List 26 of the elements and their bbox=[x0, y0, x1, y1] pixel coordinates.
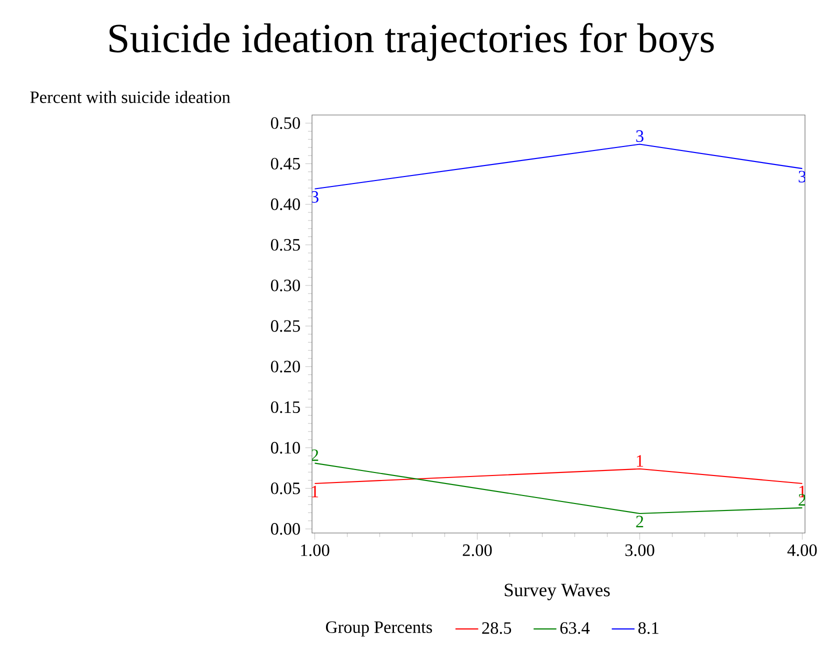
y-tick-label: 0.40 bbox=[270, 198, 300, 210]
annotation: 3 bbox=[636, 130, 644, 142]
legend-label: 28.5 bbox=[482, 622, 512, 634]
y-tick-label: 0.05 bbox=[270, 482, 300, 494]
legend-label: 8.1 bbox=[638, 622, 658, 634]
chart-title: Suicide ideation trajectories for boys bbox=[110, 22, 714, 62]
y-tick-label: 0.20 bbox=[270, 360, 300, 373]
x-tick-label: 1.00 bbox=[301, 544, 330, 556]
annotation: 1 bbox=[636, 455, 644, 467]
legend-title: Group Percents bbox=[326, 621, 432, 637]
x-tick-label: 3.00 bbox=[625, 544, 654, 556]
legend-label: 63.4 bbox=[560, 622, 590, 634]
y-tick-label: 0.15 bbox=[270, 401, 300, 414]
y-tick-label: 0.45 bbox=[270, 158, 300, 170]
y-tick-label: 0.25 bbox=[270, 320, 300, 332]
x-tick-label: 2.00 bbox=[462, 544, 492, 556]
y-tick-label: 0.30 bbox=[270, 280, 300, 292]
y-tick-label: 0.00 bbox=[270, 523, 300, 535]
x-axis-title: Survey Waves bbox=[504, 584, 610, 600]
x-tick-label: 4.00 bbox=[787, 544, 817, 556]
y-tick-label: 0.35 bbox=[270, 238, 300, 251]
annotation: 1 bbox=[312, 486, 318, 498]
y-tick-label: 0.50 bbox=[270, 117, 300, 130]
y-axis-title: Percent with suicide ideation bbox=[30, 90, 230, 104]
annotation: 2 bbox=[636, 516, 644, 528]
y-tick-label: 0.10 bbox=[270, 442, 300, 454]
